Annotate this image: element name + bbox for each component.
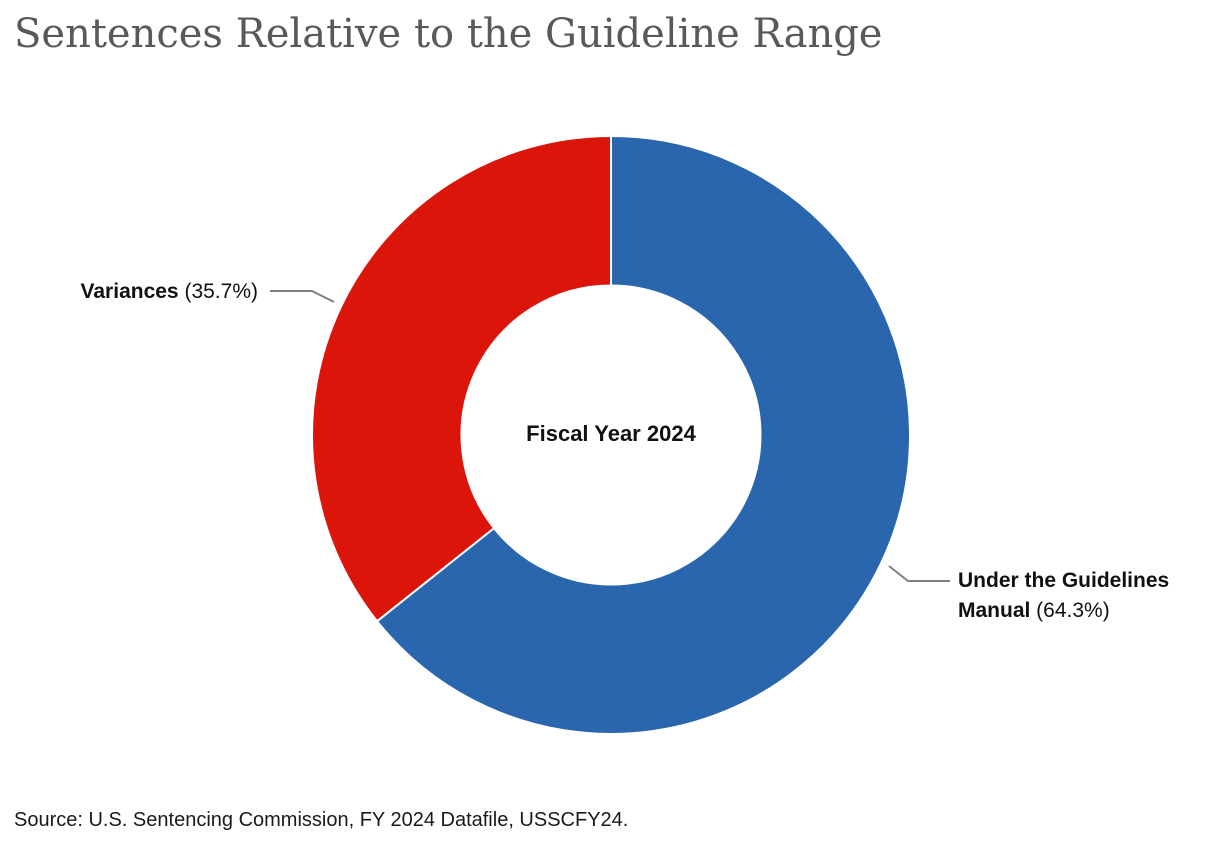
callout-variances-pct: (35.7%) (178, 280, 258, 303)
callout-label-variances: Variances (35.7%) (81, 277, 258, 307)
callout-variances-name: Variances (80, 280, 179, 303)
callout-leader-line-left (270, 290, 335, 303)
callout-under-guidelines-line1: Under the Guidelines (958, 569, 1170, 592)
callout-under-guidelines-line2-name: Manual (958, 599, 1031, 622)
callout-label-under-guidelines: Under the Guidelines Manual (64.3%) (958, 566, 1169, 626)
callout-under-guidelines-pct: (64.3%) (1030, 599, 1110, 622)
donut-slices (311, 134, 911, 735)
donut-slice-under-the-guidelines-manual (375, 134, 911, 735)
source-citation: Source: U.S. Sentencing Commission, FY 2… (14, 809, 629, 831)
page-title: Sentences Relative to the Guideline Rang… (14, 11, 883, 57)
callout-leader-line-right (888, 565, 950, 582)
donut-slice-variances (311, 134, 612, 623)
donut-center-label: Fiscal Year 2024 (526, 421, 696, 446)
